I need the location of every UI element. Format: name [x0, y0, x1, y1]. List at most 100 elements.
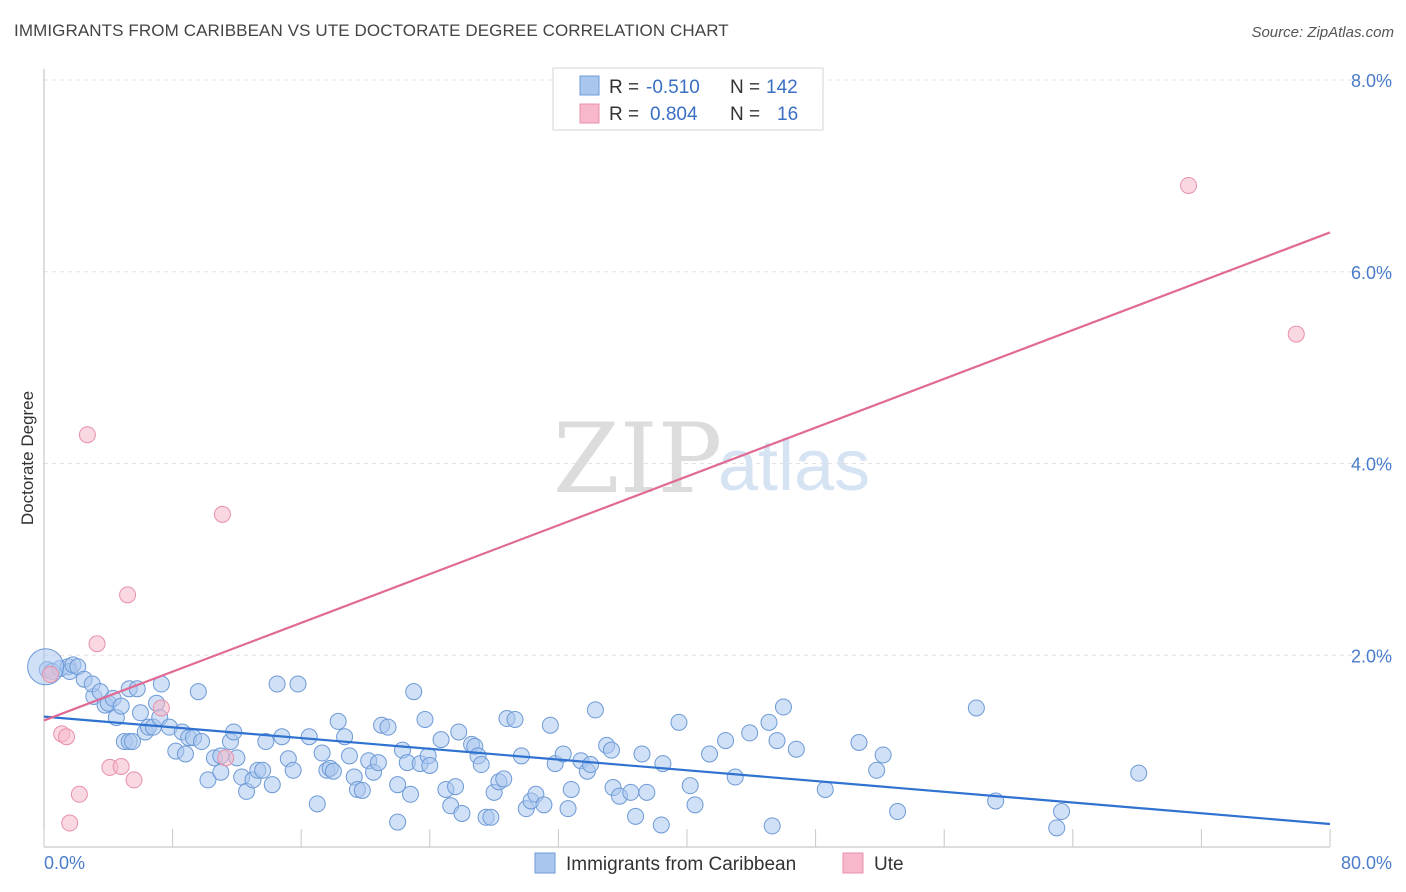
- point-caribbean: [123, 733, 141, 751]
- point-ute: [78, 426, 96, 444]
- y-axis-label: Doctorate Degree: [18, 391, 37, 525]
- point-caribbean: [1130, 764, 1148, 782]
- point-caribbean: [389, 776, 407, 794]
- point-caribbean: [353, 781, 371, 799]
- y-tick-label: 2.0%: [1351, 646, 1392, 666]
- point-ute: [88, 635, 106, 653]
- point-caribbean: [741, 724, 759, 742]
- point-caribbean: [289, 675, 307, 693]
- point-caribbean: [379, 718, 397, 736]
- point-ute: [217, 749, 235, 767]
- point-caribbean: [774, 698, 792, 716]
- point-caribbean: [268, 675, 286, 693]
- point-caribbean: [450, 723, 468, 741]
- point-caribbean: [541, 716, 559, 734]
- point-caribbean: [308, 795, 326, 813]
- point-caribbean: [193, 733, 211, 751]
- point-caribbean: [768, 732, 786, 750]
- trend-lines: [43, 231, 1331, 826]
- stats-r-label-1: R =: [609, 77, 639, 98]
- point-caribbean: [199, 771, 217, 789]
- point-caribbean: [967, 699, 985, 717]
- y-tick-label: 4.0%: [1351, 455, 1392, 475]
- point-caribbean: [313, 744, 331, 762]
- stats-n-value-2: 16: [777, 104, 798, 125]
- point-caribbean: [212, 763, 230, 781]
- stats-legend: R = -0.510 N = 142 R = 0.804 N = 16: [552, 67, 824, 131]
- point-caribbean: [421, 757, 439, 775]
- point-ute: [70, 785, 88, 803]
- point-caribbean: [447, 778, 465, 796]
- point-caribbean: [495, 770, 513, 788]
- trend-line-caribbean: [43, 715, 1331, 826]
- legend-label-ute: Ute: [874, 854, 904, 875]
- point-caribbean: [889, 803, 907, 821]
- point-caribbean: [874, 746, 892, 764]
- legend-label-caribbean: Immigrants from Caribbean: [566, 854, 796, 875]
- point-caribbean: [389, 813, 407, 831]
- point-caribbean: [787, 740, 805, 758]
- point-caribbean: [453, 804, 471, 822]
- point-caribbean: [633, 745, 651, 763]
- point-caribbean: [416, 710, 434, 728]
- point-caribbean: [189, 683, 207, 701]
- legend-swatch-ute: [842, 852, 864, 874]
- stats-r-label-2: R =: [609, 104, 639, 125]
- point-caribbean: [1053, 803, 1071, 821]
- point-caribbean: [763, 817, 781, 835]
- point-ute: [152, 699, 170, 717]
- series-ute-points: [41, 176, 1305, 832]
- point-caribbean: [627, 807, 645, 825]
- point-caribbean: [602, 741, 620, 759]
- point-caribbean: [701, 745, 719, 763]
- stats-r-value-2: 0.804: [650, 104, 698, 125]
- point-caribbean: [670, 713, 688, 731]
- point-caribbean: [562, 780, 580, 798]
- point-caribbean: [402, 785, 420, 803]
- y-tick-label: 8.0%: [1351, 71, 1392, 91]
- series-caribbean-points: [27, 648, 1148, 837]
- point-caribbean: [1048, 819, 1066, 837]
- point-caribbean: [586, 701, 604, 719]
- point-caribbean: [369, 754, 387, 772]
- point-caribbean: [760, 713, 778, 731]
- point-caribbean: [868, 761, 886, 779]
- point-caribbean: [559, 800, 577, 818]
- point-caribbean: [329, 712, 347, 730]
- point-caribbean: [850, 733, 868, 751]
- y-axis-tick-labels: 2.0% 4.0% 6.0% 8.0%: [1351, 71, 1392, 666]
- point-ute: [112, 757, 130, 775]
- point-ute: [58, 728, 76, 746]
- stats-n-value-1: 142: [766, 77, 798, 98]
- point-caribbean: [717, 732, 735, 750]
- point-caribbean: [176, 745, 194, 763]
- point-caribbean: [432, 731, 450, 749]
- point-caribbean: [257, 733, 275, 751]
- point-ute: [125, 771, 143, 789]
- point-caribbean: [726, 768, 744, 786]
- point-caribbean: [284, 761, 302, 779]
- y-tick-label: 6.0%: [1351, 263, 1392, 283]
- point-caribbean: [254, 761, 272, 779]
- point-ute: [213, 505, 231, 523]
- point-ute: [1287, 325, 1305, 343]
- source-credit: Source: ZipAtlas.com: [1251, 24, 1394, 41]
- x-axis-ticks: [43, 829, 1331, 847]
- point-ute: [61, 814, 79, 832]
- point-caribbean: [582, 756, 600, 774]
- point-caribbean: [638, 783, 656, 801]
- point-caribbean: [554, 745, 572, 763]
- grid: [44, 79, 1392, 656]
- point-caribbean: [535, 796, 553, 814]
- stats-r-value-1: -0.510: [646, 77, 700, 98]
- point-caribbean: [652, 816, 670, 834]
- watermark-atlas: atlas: [718, 426, 870, 506]
- stats-swatch-ute: [579, 103, 600, 124]
- watermark: ZIP atlas: [553, 403, 870, 515]
- point-caribbean: [622, 783, 640, 801]
- stats-swatch-caribbean: [579, 75, 600, 96]
- stats-n-label-1: N =: [730, 77, 760, 98]
- chart-title: IMMIGRANTS FROM CARIBBEAN VS UTE DOCTORA…: [14, 21, 729, 40]
- point-caribbean: [300, 728, 318, 746]
